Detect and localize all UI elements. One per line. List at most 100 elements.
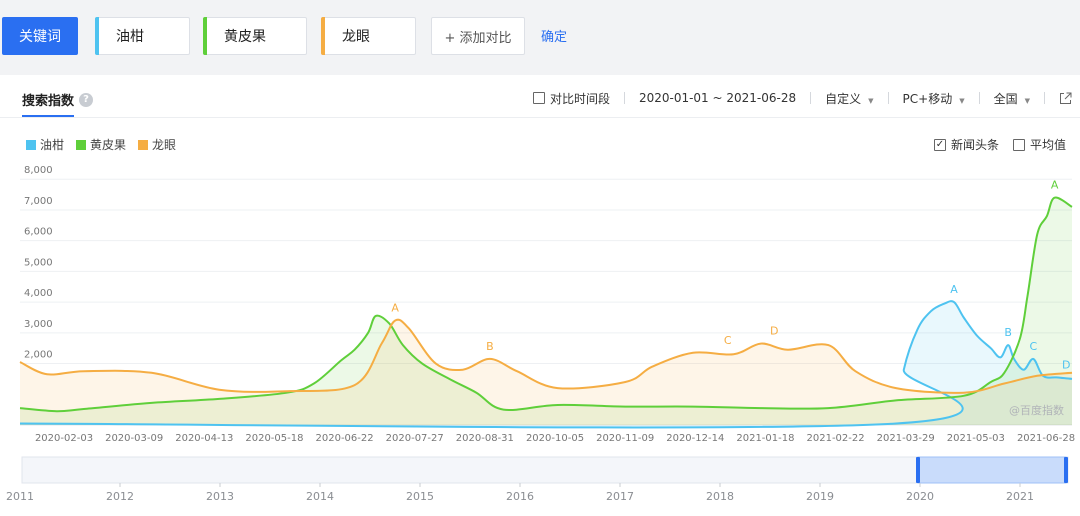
y-tick-label: 3,000 bbox=[24, 319, 53, 330]
x-tick-label: 2021-03-29 bbox=[877, 433, 935, 444]
chart-legend: 油柑 黄皮果 龙眼 bbox=[26, 136, 176, 153]
keyword-chip-2[interactable]: 黄皮果 bbox=[203, 17, 307, 55]
legend-item[interactable]: 油柑 bbox=[26, 136, 64, 153]
compare-period-checkbox[interactable] bbox=[532, 92, 545, 104]
series-areas bbox=[20, 197, 1072, 428]
annotation-label: B bbox=[1004, 326, 1012, 339]
chart-options: ✓ 新闻头条 平均值 bbox=[933, 136, 1066, 153]
x-tick-label: 2021-06-28 bbox=[1017, 433, 1075, 444]
average-label: 平均值 bbox=[1029, 138, 1066, 152]
watermark: @百度指数 bbox=[1009, 403, 1064, 417]
keyword-chip-label: 龙眼 bbox=[342, 29, 370, 45]
x-tick-label: 2021-01-18 bbox=[736, 433, 794, 444]
region-label: 全国 bbox=[993, 91, 1018, 106]
chart-grid bbox=[20, 178, 1072, 426]
keyword-color-bar bbox=[321, 17, 325, 55]
legend-label: 黄皮果 bbox=[90, 138, 127, 152]
divider bbox=[887, 92, 889, 104]
annotation-label: C bbox=[1029, 340, 1037, 353]
time-navigator[interactable]: 2011 2012 2013 2014 2015 2016 2017 2018 2019 2020… bbox=[6, 456, 1069, 503]
y-tick-label: 5,000 bbox=[24, 257, 53, 268]
average-option[interactable]: 平均值 bbox=[1012, 136, 1066, 153]
region-dropdown[interactable]: 全国 ▼ bbox=[994, 90, 1030, 107]
keyword-bar: 关键词 油柑 黄皮果 龙眼 + 添加对比 确定 bbox=[0, 0, 1080, 75]
custom-range-label: 自定义 bbox=[825, 91, 862, 106]
news-toutiao-checkbox[interactable]: ✓ bbox=[933, 138, 946, 151]
filter-bar: 对比时间段 2020-01-01 ~ 2021-06-28 自定义 ▼ PC+移动… bbox=[532, 89, 1072, 107]
navigator-year-label: 2021 bbox=[1006, 490, 1034, 503]
y-tick-label: 7,000 bbox=[24, 196, 53, 207]
x-tick-label: 2020-04-13 bbox=[175, 433, 233, 444]
keyword-color-bar bbox=[203, 17, 207, 55]
card-divider bbox=[0, 117, 1080, 118]
legend-label: 油柑 bbox=[40, 138, 65, 152]
navigator-selection bbox=[917, 456, 1067, 484]
help-icon[interactable]: ? bbox=[79, 92, 94, 107]
y-tick-label: 8,000 bbox=[24, 165, 53, 176]
navigator-handle-left bbox=[916, 457, 920, 483]
navigator-year-label: 2015 bbox=[406, 490, 434, 503]
series-lines bbox=[19, 196, 1073, 429]
search-index-chart: 8,000 7,000 6,000 5,000 4,000 3,000 2,000 A B C D… bbox=[6, 165, 1075, 503]
x-tick-label: 2020-02-03 bbox=[35, 433, 93, 444]
x-tick-label: 2020-03-09 bbox=[105, 433, 163, 444]
annotation-label: C bbox=[724, 334, 732, 347]
y-tick-label: 6,000 bbox=[24, 227, 53, 238]
navigator-track bbox=[21, 456, 1069, 484]
x-tick-label: 2020-12-14 bbox=[666, 433, 724, 444]
add-compare-button[interactable]: + 添加对比 bbox=[431, 17, 525, 55]
keyword-chip-label: 油柑 bbox=[116, 29, 144, 45]
annotation-label: B bbox=[486, 340, 494, 353]
x-tick-label: 2020-08-31 bbox=[456, 433, 514, 444]
annotation-label: A bbox=[391, 302, 399, 315]
news-toutiao-option[interactable]: ✓ 新闻头条 bbox=[933, 136, 999, 153]
annotation-label: D bbox=[770, 325, 778, 338]
divider bbox=[1044, 92, 1045, 104]
external-link-icon[interactable] bbox=[1059, 92, 1072, 105]
y-tick-label: 4,000 bbox=[24, 288, 53, 299]
news-toutiao-label: 新闻头条 bbox=[950, 138, 999, 152]
annotation-label: A bbox=[950, 283, 958, 296]
search-index-card: 搜索指数 ? 对比时间段 2020-01-01 ~ 2021-06-28 自定义… bbox=[0, 75, 1080, 516]
title-underline bbox=[22, 115, 74, 117]
card-title: 搜索指数 ? bbox=[22, 90, 94, 109]
legend-label: 龙眼 bbox=[152, 138, 177, 152]
x-tick-label: 2020-06-22 bbox=[316, 433, 374, 444]
custom-range-dropdown[interactable]: 自定义 ▼ bbox=[825, 90, 873, 107]
caret-down-icon: ▼ bbox=[1024, 96, 1030, 105]
series-line-1 bbox=[19, 300, 1073, 429]
x-tick-label: 2020-11-09 bbox=[596, 433, 654, 444]
keyword-chip-1[interactable]: 油柑 bbox=[95, 17, 190, 55]
x-tick-label: 2021-05-03 bbox=[947, 433, 1005, 444]
keyword-chip-3[interactable]: 龙眼 bbox=[321, 17, 416, 55]
navigator-year-label: 2017 bbox=[606, 490, 634, 503]
device-label: PC+移动 bbox=[902, 91, 953, 106]
navigator-handle-right bbox=[1064, 457, 1068, 483]
y-tick-label: 2,000 bbox=[24, 350, 53, 361]
confirm-link[interactable]: 确定 bbox=[541, 30, 568, 45]
card-title-text: 搜索指数 bbox=[22, 94, 75, 109]
divider bbox=[810, 92, 812, 104]
legend-item[interactable]: 龙眼 bbox=[138, 136, 176, 153]
caret-down-icon: ▼ bbox=[959, 96, 965, 105]
date-range-picker[interactable]: 2020-01-01 ~ 2021-06-28 bbox=[638, 91, 797, 105]
x-tick-label: 2020-05-18 bbox=[245, 433, 303, 444]
navigator-year-label: 2011 bbox=[6, 490, 34, 503]
device-dropdown[interactable]: PC+移动 ▼ bbox=[903, 90, 965, 107]
annotations: A B C D A B C D A bbox=[391, 179, 1070, 372]
navigator-year-label: 2019 bbox=[806, 490, 834, 503]
keyword-button[interactable]: 关键词 bbox=[2, 17, 78, 55]
navigator-year-label: 2018 bbox=[706, 490, 734, 503]
x-tick-label: 2021-02-22 bbox=[807, 433, 865, 444]
series-area-2 bbox=[20, 197, 1072, 425]
legend-swatch bbox=[26, 139, 36, 150]
compare-period-label: 对比时间段 bbox=[549, 91, 610, 106]
navigator-year-label: 2016 bbox=[506, 490, 534, 503]
average-checkbox[interactable] bbox=[1012, 138, 1025, 151]
x-axis: 2020-02-03 2020-03-09 2020-04-13 2020-05-18… bbox=[35, 433, 1075, 444]
x-tick-label: 2020-07-27 bbox=[386, 433, 444, 444]
navigator-year-label: 2013 bbox=[206, 490, 234, 503]
legend-item[interactable]: 黄皮果 bbox=[76, 136, 126, 153]
annotation-label: A bbox=[1051, 179, 1059, 192]
keyword-color-bar bbox=[95, 17, 99, 55]
